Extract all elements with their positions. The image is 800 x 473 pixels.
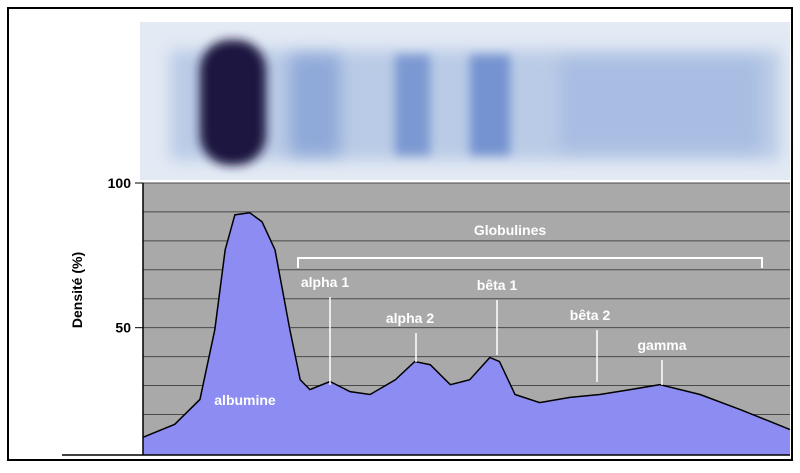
y-tick-label: 100 [108,175,132,191]
annotation: alpha 1 [301,274,349,290]
annotation: albumine [214,392,276,408]
annotation: bêta 2 [570,307,611,323]
y-tick-label: 50 [115,320,131,336]
gel-strip [140,22,790,180]
annotation: gamma [637,337,686,353]
annotation: alpha 2 [386,310,434,326]
annotation: Globulines [474,222,547,238]
chart: 50 100 albumine alpha 1 alpha 2 bêta 1 bêta 2 g… [0,0,800,468]
y-axis-label: Densité (%) [69,252,85,328]
annotation: bêta 1 [477,277,518,293]
